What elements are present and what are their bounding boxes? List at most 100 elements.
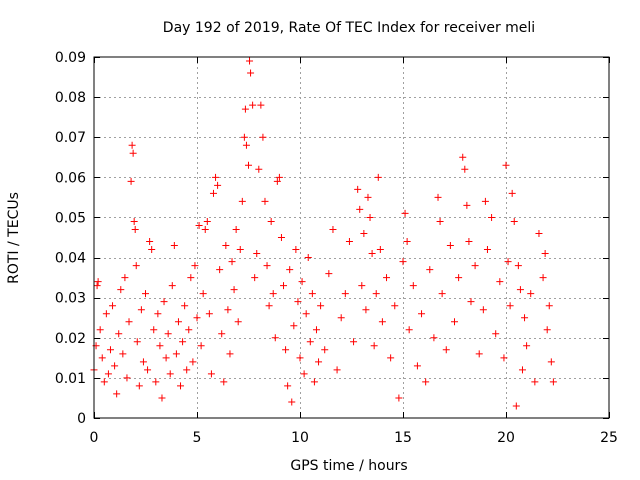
data-point (325, 270, 333, 278)
data-point (368, 250, 376, 258)
data-point (259, 133, 267, 141)
data-point (257, 101, 265, 109)
data-point (177, 382, 185, 390)
data-point (139, 358, 147, 366)
data-point (354, 185, 362, 193)
data-point (471, 262, 479, 270)
data-point (181, 302, 189, 310)
data-point (545, 302, 553, 310)
data-point (135, 382, 143, 390)
y-tick-labels: 0 0.01 0.02 0.03 0.04 0.05 0.06 0.07 0.08 0.09 (55, 50, 86, 427)
data-point (203, 217, 211, 225)
data-point (399, 258, 407, 266)
data-point (518, 366, 526, 374)
data-point (286, 266, 294, 274)
data-point (345, 238, 353, 246)
data-point (164, 330, 172, 338)
data-point (249, 101, 257, 109)
y-tick-label: 0.05 (55, 210, 86, 226)
y-tick-label: 0.07 (55, 130, 86, 146)
data-point (240, 133, 248, 141)
data-point (123, 374, 131, 382)
y-tick-label: 0.01 (55, 371, 86, 387)
data-point (261, 197, 269, 205)
data-point (302, 310, 310, 318)
data-point (539, 274, 547, 282)
data-point (113, 390, 121, 398)
data-point (170, 242, 178, 250)
data-point (129, 149, 137, 157)
data-point (93, 282, 101, 290)
data-point (364, 193, 372, 201)
data-point (106, 346, 114, 354)
data-point (372, 290, 380, 298)
data-point (98, 354, 106, 362)
data-point (183, 366, 191, 374)
data-point (329, 225, 337, 233)
data-point (523, 342, 531, 350)
data-point (502, 161, 510, 169)
data-point (152, 378, 160, 386)
data-point (132, 262, 140, 270)
data-point (455, 274, 463, 282)
data-point (189, 358, 197, 366)
data-point (282, 346, 290, 354)
data-point (288, 398, 296, 406)
data-point (292, 246, 300, 254)
data-point (403, 238, 411, 246)
data-point (234, 318, 242, 326)
data-point (374, 173, 382, 181)
data-point (430, 334, 438, 342)
data-point (179, 338, 187, 346)
data-point (168, 282, 176, 290)
y-tick-label: 0.09 (55, 50, 86, 66)
x-tick-label: 0 (90, 430, 99, 446)
data-point (158, 394, 166, 402)
data-point (516, 286, 524, 294)
data-point (418, 310, 426, 318)
data-point (360, 229, 368, 237)
data-point (310, 378, 318, 386)
data-point (461, 165, 469, 173)
y-tick-label: 0 (77, 411, 86, 427)
data-point (195, 221, 203, 229)
data-point (451, 318, 458, 326)
data-point (162, 354, 170, 362)
x-tick-label: 10 (291, 430, 309, 446)
data-point (197, 342, 205, 350)
data-point (220, 378, 228, 386)
data-point (459, 153, 467, 161)
data-point (304, 254, 312, 262)
data-point (224, 306, 232, 314)
data-point (413, 362, 421, 370)
data-point (434, 193, 442, 201)
data-point (549, 378, 557, 386)
data-point (541, 250, 549, 258)
data-point (218, 330, 226, 338)
data-point (535, 229, 543, 237)
data-point (527, 290, 535, 298)
axis-ticks (94, 57, 610, 419)
x-tick-labels: 0 5 10 15 20 25 (90, 430, 618, 446)
data-point (230, 286, 238, 294)
plot-frame (93, 56, 610, 419)
data-point (488, 213, 496, 221)
data-point (337, 314, 345, 322)
data-point (207, 370, 215, 378)
data-point (193, 314, 201, 322)
data-point (137, 306, 145, 314)
data-point (531, 378, 539, 386)
y-tick-label: 0.03 (55, 291, 86, 307)
data-point (109, 302, 117, 310)
data-point (251, 274, 259, 282)
data-point (479, 306, 487, 314)
data-point (241, 105, 249, 113)
data-point (216, 266, 224, 274)
y-axis-label: ROTI / TECUs (6, 192, 22, 284)
data-point (442, 346, 450, 354)
data-point (201, 225, 209, 233)
data-point (315, 358, 323, 366)
